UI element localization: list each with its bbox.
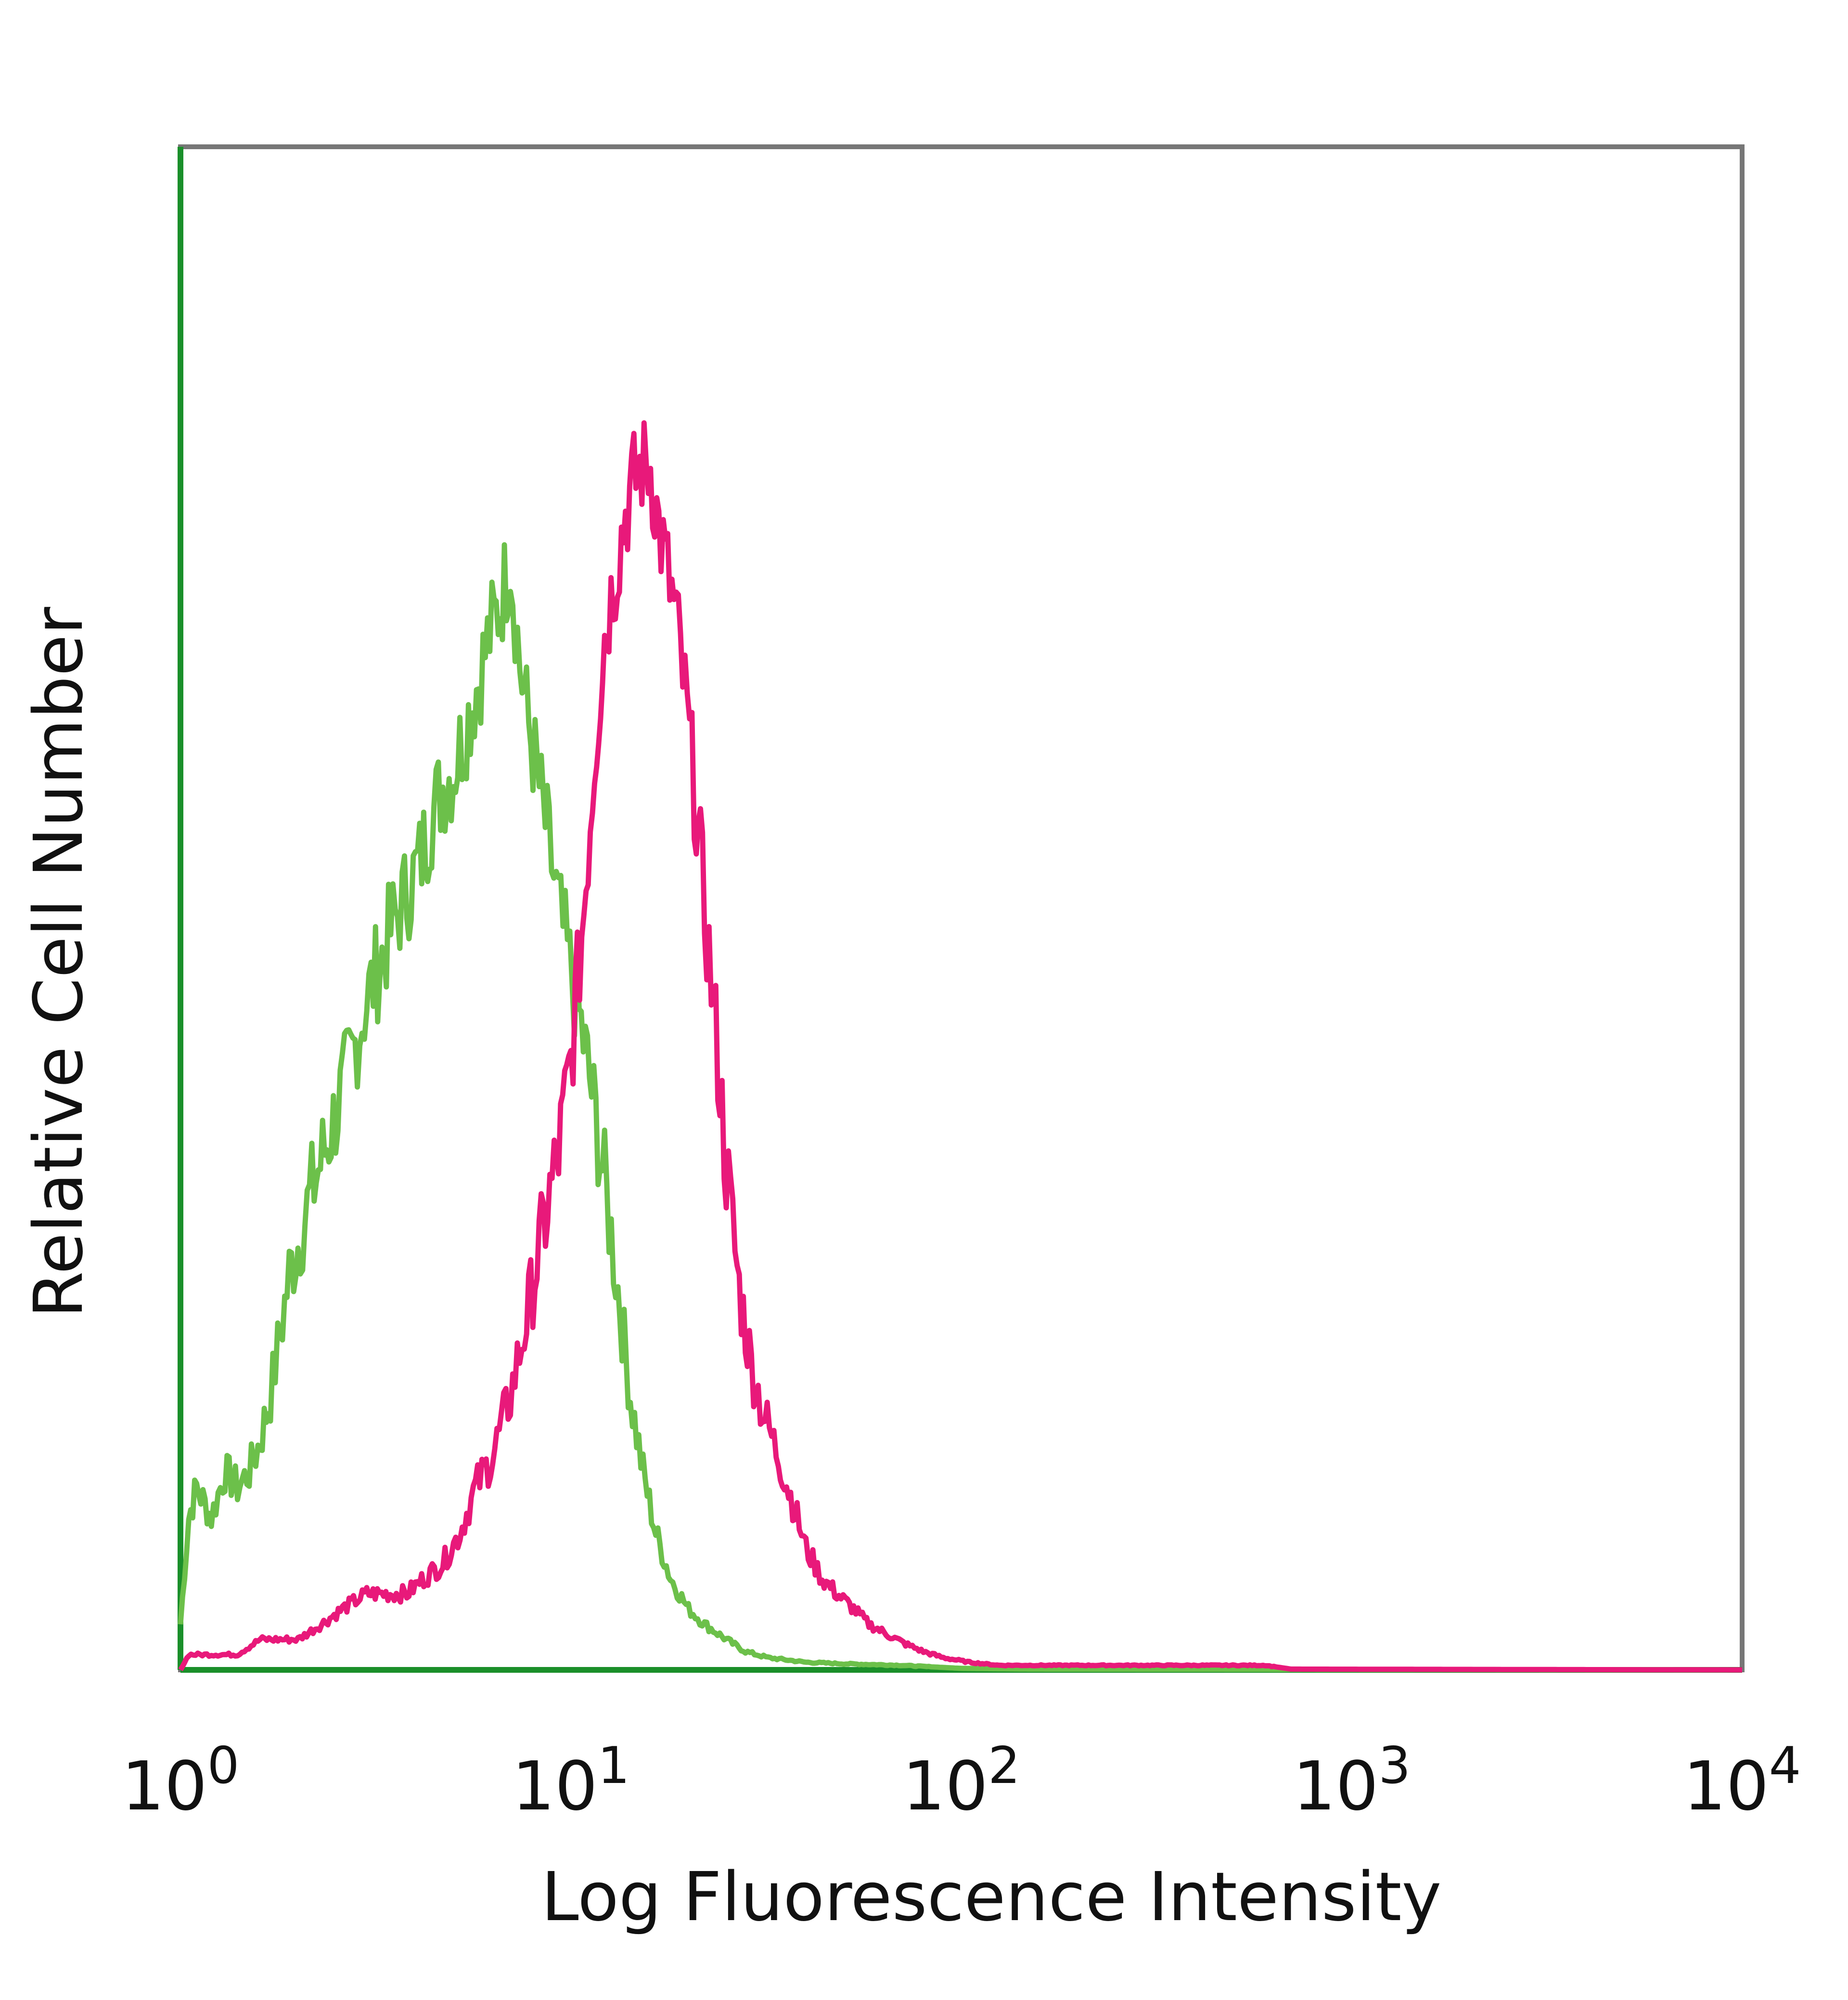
series-green-histogram — [178, 542, 1743, 1673]
x-tick-label: 102 — [902, 1736, 1020, 1826]
x-tick-label: 104 — [1683, 1736, 1801, 1826]
x-tick-label: 101 — [512, 1736, 630, 1826]
x-axis-label: Log Fluorescence Intensity — [541, 1858, 1442, 1936]
series-magenta-histogram — [178, 420, 1743, 1673]
x-tick-labels: 100 101 102 103 104 — [122, 1736, 1801, 1826]
y-axis-label: Relative Cell Number — [20, 607, 98, 1318]
plot-frame — [178, 144, 1745, 1672]
x-tick-label: 103 — [1293, 1736, 1411, 1826]
x-tick-label: 100 — [122, 1736, 240, 1826]
plot-area — [178, 144, 1745, 1673]
